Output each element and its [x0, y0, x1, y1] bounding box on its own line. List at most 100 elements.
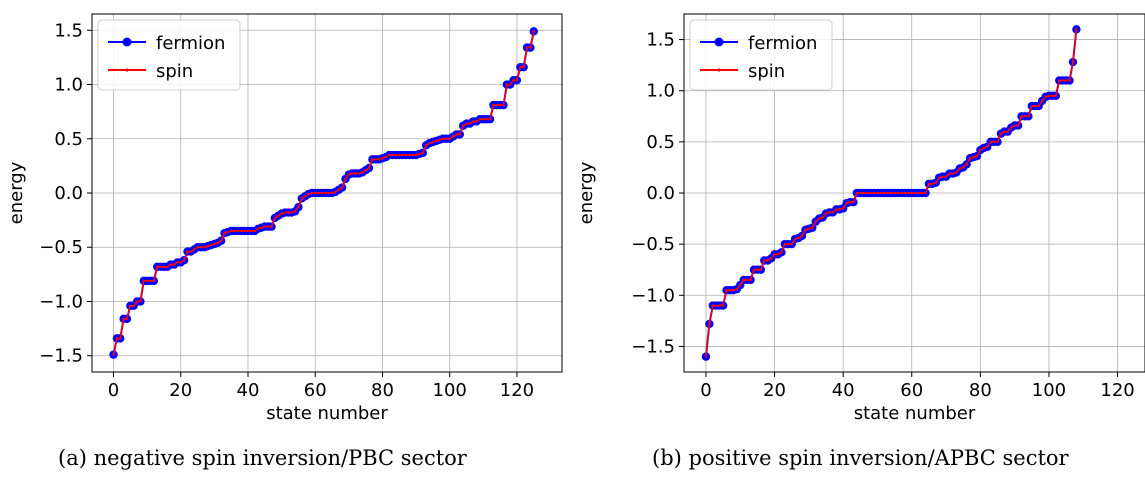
plot-area: [109, 27, 538, 359]
spin-point: [1071, 60, 1075, 64]
spin-point: [769, 257, 773, 260]
spin-point: [519, 65, 522, 69]
spin-point: [236, 229, 240, 233]
spin-point: [280, 212, 283, 215]
spin-point: [485, 118, 488, 121]
spin-point: [852, 201, 855, 204]
spin-point: [317, 191, 320, 195]
legend: fermion spin: [97, 19, 241, 91]
spin-point: [169, 263, 172, 266]
y-tick-label: −1.5: [631, 336, 675, 357]
spin-point: [290, 211, 293, 214]
spin-point: [119, 337, 122, 340]
spin-point: [283, 211, 287, 214]
spin-point: [374, 158, 377, 161]
legend-fermion-marker: [714, 37, 724, 47]
spin-point: [869, 191, 872, 195]
legend-box: [97, 19, 241, 91]
x-tick-label: 80: [371, 380, 394, 401]
spin-point: [1016, 124, 1020, 127]
spin-point: [931, 182, 934, 185]
figure-panel-a: 0 20 40 60 80 100 120 −1.5 −1.0 −0.5 0.0 0.5 1.0 1.5 s…: [0, 0, 572, 481]
spin-point: [203, 246, 206, 249]
spin-point: [193, 248, 196, 251]
spin-point: [438, 138, 441, 142]
spin-point: [219, 239, 223, 242]
spin-point: [1034, 104, 1037, 108]
spin-point: [216, 241, 219, 245]
spin-point: [354, 172, 357, 175]
spin-point: [186, 250, 189, 253]
spin-point: [907, 191, 910, 195]
spin-point: [394, 153, 398, 157]
spin-point: [277, 214, 280, 217]
spin-point: [199, 246, 203, 249]
spin-point: [139, 300, 142, 303]
spin-point: [718, 304, 721, 307]
spin-point: [979, 148, 982, 152]
spin-point: [435, 139, 438, 143]
spin-point: [478, 118, 482, 121]
spin-point: [831, 211, 835, 214]
spin-point: [1010, 126, 1013, 129]
spin-point: [287, 211, 290, 214]
spin-point: [804, 228, 807, 232]
x-tick-label: 60: [900, 380, 923, 401]
spin-point: [129, 304, 132, 308]
spin-point: [749, 278, 752, 282]
spin-point: [515, 78, 519, 82]
spin-point: [377, 158, 381, 161]
spin-point: [250, 229, 253, 233]
x-tick-label: 100: [433, 380, 467, 401]
spin-point: [266, 225, 270, 228]
spin-point: [475, 120, 478, 123]
spin-point: [293, 210, 297, 213]
spin-point: [886, 191, 889, 195]
spin-point: [982, 146, 985, 150]
spin-point: [879, 191, 883, 195]
spin-point: [482, 118, 485, 121]
spin-point: [766, 259, 769, 262]
spin-point: [776, 253, 780, 256]
spin-point: [488, 118, 492, 121]
spin-point: [1058, 79, 1061, 82]
spin-point: [152, 279, 156, 283]
spin-point: [1044, 95, 1047, 99]
spin-point: [896, 191, 900, 195]
spin-point: [780, 251, 783, 254]
spin-point: [1047, 94, 1051, 98]
spin-point: [337, 188, 340, 191]
spin-point: [968, 157, 972, 160]
spin-point: [196, 246, 199, 249]
spin-point: [1064, 79, 1068, 82]
spin-point: [263, 225, 267, 228]
axes-frame: [683, 13, 1145, 373]
chart-a: 0 20 40 60 80 100 120 −1.5 −1.0 −0.5 0.0 0.5 1.0 1.5 s…: [6, 13, 563, 424]
spin-point: [398, 153, 401, 157]
spin-point: [715, 304, 718, 307]
spin-point: [1068, 79, 1071, 82]
spin-point: [797, 236, 800, 240]
spin-point: [461, 124, 465, 127]
spin-point: [965, 163, 968, 166]
y-tick-label: 0.0: [54, 183, 83, 204]
spin-point: [223, 231, 226, 235]
spin-point: [811, 226, 814, 229]
spin-point: [162, 265, 166, 268]
spin-point: [367, 166, 371, 170]
x-tick-label: 120: [500, 380, 534, 401]
spin-point: [735, 287, 739, 291]
spin-point: [742, 278, 745, 282]
legend-spin-marker: [125, 68, 129, 72]
spin-point: [189, 250, 193, 253]
spin-point: [821, 216, 824, 219]
spin-point: [876, 191, 879, 195]
y-tick-label: 1.0: [646, 81, 675, 102]
spin-point: [149, 279, 152, 283]
spin-point: [495, 103, 498, 107]
spin-point: [814, 220, 817, 223]
spin-point: [166, 265, 169, 268]
spin-point: [721, 304, 725, 307]
spin-point: [458, 133, 461, 136]
spin-point: [759, 268, 763, 271]
